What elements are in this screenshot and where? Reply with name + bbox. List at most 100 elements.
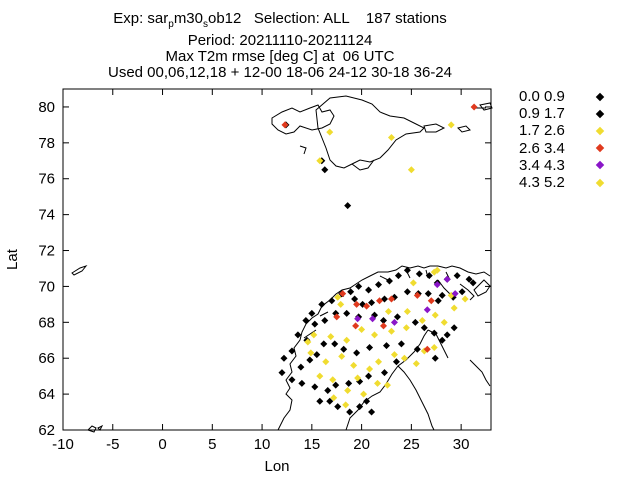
station-point <box>353 300 361 308</box>
station-point <box>469 279 477 287</box>
x-tick-label: 0 <box>158 436 166 453</box>
station-point <box>363 397 371 405</box>
station-point <box>368 299 376 307</box>
station-point <box>440 318 448 326</box>
legend-label: 1.7 2.6 <box>519 122 565 140</box>
station-point <box>356 403 364 411</box>
station-point <box>343 309 351 317</box>
station-point <box>302 317 310 325</box>
station-point <box>380 317 388 325</box>
legend-entry: 3.4 4.3 <box>519 157 605 174</box>
station-point <box>461 295 469 303</box>
station-point <box>447 121 455 129</box>
station-point <box>327 333 335 341</box>
station-point <box>424 290 432 298</box>
legend: 0.0 0.9 0.9 1.7 1.7 2.6 2.6 3.4 3.4 4.3 4.3 5… <box>519 88 605 191</box>
station-point <box>316 397 324 405</box>
station-point <box>382 342 390 350</box>
station-point <box>383 381 391 389</box>
station-point <box>465 275 473 283</box>
station-point <box>438 336 446 344</box>
station-point <box>397 340 405 348</box>
y-tick-label: 70 <box>38 278 55 295</box>
station-point <box>366 343 374 351</box>
station-point <box>415 270 423 278</box>
station-point <box>354 374 362 382</box>
station-point <box>324 387 332 395</box>
station-point <box>333 313 341 321</box>
title-line-3: Max T2m rmse [deg C] at 06 UTC <box>165 48 395 65</box>
station-point <box>403 288 411 296</box>
station-point <box>342 401 350 409</box>
station-point <box>345 379 353 387</box>
station-point <box>304 338 312 346</box>
station-point <box>430 329 438 337</box>
station-point <box>400 354 408 362</box>
station-point <box>403 266 411 274</box>
x-tick-label: 5 <box>208 436 216 453</box>
chart-title: Exp: sarpm30sob12 Selection: ALL 187 sta… <box>60 11 500 81</box>
legend-marker <box>595 178 605 187</box>
station-point <box>322 358 330 366</box>
station-point <box>332 381 340 389</box>
station-point <box>365 286 373 294</box>
y-tick-label: 72 <box>38 243 55 260</box>
station-point <box>331 340 339 348</box>
station-point <box>387 295 395 303</box>
station-point <box>326 397 334 405</box>
legend-marker <box>595 126 605 136</box>
station-point <box>288 347 296 355</box>
station-point <box>453 272 461 280</box>
station-point <box>458 288 466 296</box>
station-point <box>318 300 326 308</box>
station-point <box>451 290 459 298</box>
station-point <box>387 133 395 141</box>
y-tick-label: 74 <box>38 207 55 224</box>
station-point <box>393 313 401 321</box>
station-point <box>427 297 435 305</box>
station-point <box>375 358 383 366</box>
legend-entry: 2.6 3.4 <box>519 140 605 157</box>
title-line-2: Period: 20211110-20211124 <box>187 32 373 49</box>
station-point <box>339 290 347 298</box>
station-point <box>420 324 428 332</box>
y-tick-label: 64 <box>38 386 55 403</box>
station-point <box>338 352 346 360</box>
station-point <box>334 403 342 411</box>
station-point <box>369 315 377 323</box>
station-point <box>347 288 355 296</box>
station-point <box>413 345 421 353</box>
legend-label: 0.0 0.9 <box>519 88 565 105</box>
station-point <box>363 302 371 310</box>
station-point <box>392 358 400 366</box>
legend-label: 4.3 5.2 <box>519 173 565 191</box>
station-point <box>433 281 441 289</box>
legend-entry: 4.3 5.2 <box>519 173 605 191</box>
station-point <box>390 351 398 359</box>
station-point <box>423 345 431 353</box>
station-point <box>358 325 366 333</box>
station-point <box>321 166 329 174</box>
x-axis-label: Lon <box>264 458 289 475</box>
station-point <box>310 331 318 339</box>
station-point <box>384 308 392 316</box>
station-point <box>380 322 388 330</box>
station-point <box>311 383 319 391</box>
x-tick-label: 10 <box>254 436 271 453</box>
station-point <box>407 166 415 174</box>
station-point <box>344 202 352 210</box>
station-point <box>334 293 342 301</box>
station-point <box>403 308 411 316</box>
legend-marker <box>595 92 605 101</box>
legend-entry: 1.7 2.6 <box>519 122 605 140</box>
station-point <box>337 300 345 308</box>
station-point <box>365 372 373 380</box>
legend-marker <box>595 161 605 170</box>
station-point <box>320 340 328 348</box>
legend-marker <box>595 109 605 119</box>
station-point <box>411 318 419 326</box>
station-point <box>470 103 478 111</box>
station-point <box>307 349 315 357</box>
station-point <box>375 281 383 289</box>
legend-entry: 0.0 0.9 <box>519 88 605 105</box>
